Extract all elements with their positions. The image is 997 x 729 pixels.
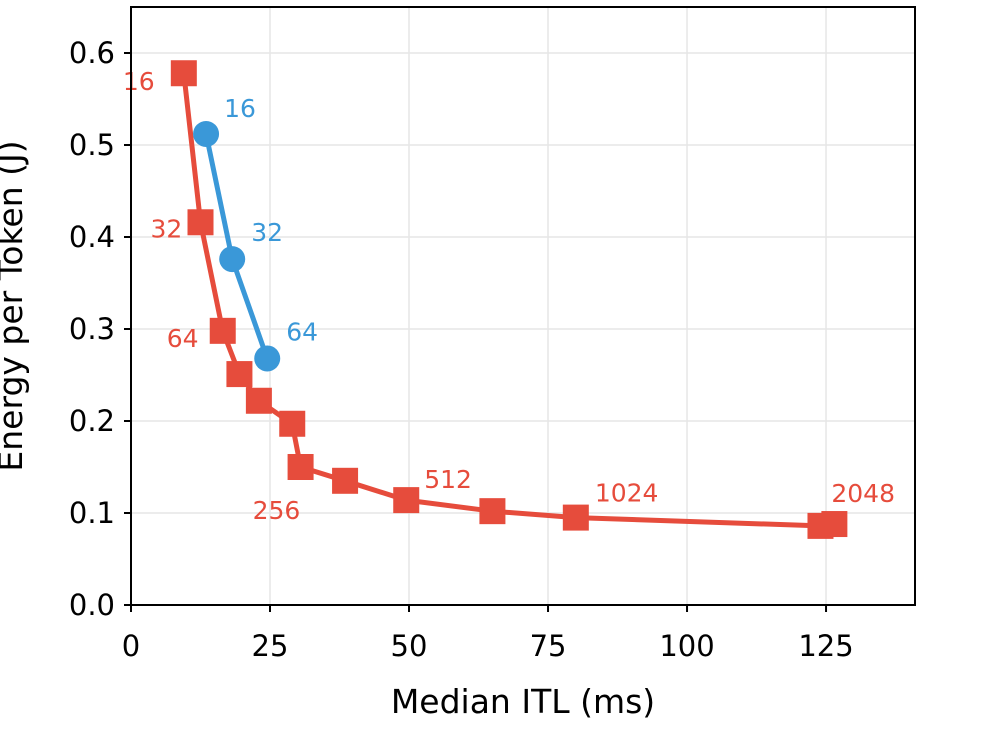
y-tick-label: 0.0	[69, 588, 115, 622]
series-blue-point	[254, 345, 281, 372]
series-red-data-label: 256	[253, 496, 301, 525]
series-red-data-label: 1024	[595, 479, 659, 508]
x-tick-label: 0	[122, 629, 140, 663]
x-tick-label: 25	[252, 629, 289, 663]
y-tick-label: 0.4	[69, 220, 115, 254]
grid	[130, 7, 915, 606]
series-red-point	[226, 361, 253, 388]
x-axis-title: Median ITL (ms)	[391, 682, 655, 721]
series-red-point	[187, 209, 214, 236]
series-red-point	[562, 504, 589, 531]
series-red	[170, 60, 848, 539]
series-red-point	[479, 498, 506, 525]
series-blue-data-label: 16	[224, 94, 256, 123]
series-blue-point	[193, 120, 220, 147]
series-red-point	[393, 487, 420, 514]
series-red-data-label: 2048	[831, 479, 895, 508]
series-red-point	[170, 60, 197, 87]
y-tick-label: 0.3	[69, 312, 115, 346]
plot-frame	[130, 6, 916, 606]
series-red-point	[279, 410, 306, 437]
y-tick-label: 0.1	[69, 496, 115, 530]
series-red-data-label: 32	[151, 214, 183, 243]
y-tick-label: 0.2	[69, 404, 115, 438]
x-tick-label: 125	[798, 629, 853, 663]
series-red-point	[821, 511, 848, 538]
x-tick-label: 75	[530, 629, 567, 663]
series-red-point	[287, 454, 314, 480]
series-blue	[193, 120, 281, 372]
series-red-point	[209, 317, 236, 344]
series-red-point	[332, 467, 359, 494]
point-labels: 16 32 64 256 512 1024 2048 16 32 64	[123, 67, 895, 525]
series-red-point	[245, 387, 272, 414]
ticks: 0 25 50 75 100 125 0.0 0.1 0.2 0.3 0.4 0.5 0.6	[69, 36, 854, 663]
x-tick-label: 100	[659, 629, 714, 663]
series-blue-point	[219, 246, 246, 273]
series-red-data-label: 64	[167, 324, 199, 353]
series-red-data-label: 16	[123, 67, 155, 96]
y-axis-title: Energy per Token (J)	[0, 140, 30, 471]
x-tick-label: 50	[391, 629, 428, 663]
y-tick-label: 0.6	[69, 36, 115, 70]
series-layer	[170, 60, 848, 539]
series-blue-data-label: 64	[286, 317, 318, 346]
y-tick-label: 0.5	[69, 128, 115, 162]
series-red-data-label: 512	[424, 465, 472, 494]
series-blue-data-label: 32	[251, 218, 283, 247]
